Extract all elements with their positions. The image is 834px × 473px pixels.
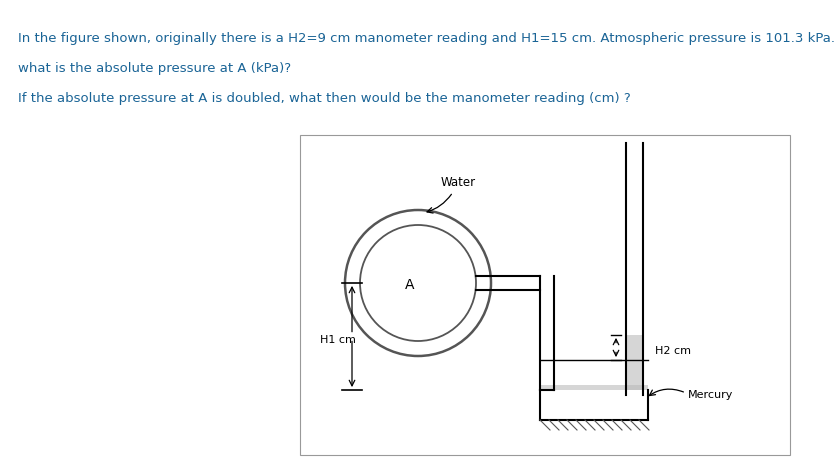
Text: Water: Water <box>440 175 475 189</box>
Text: If the absolute pressure at A is doubled, what then would be the manometer readi: If the absolute pressure at A is doubled… <box>18 92 631 105</box>
Text: H1 cm: H1 cm <box>320 334 356 344</box>
Bar <box>626 335 643 390</box>
Text: H2 cm: H2 cm <box>655 345 691 356</box>
Bar <box>300 135 790 455</box>
Text: In the figure shown, originally there is a H2=9 cm manometer reading and H1=15 c: In the figure shown, originally there is… <box>18 32 834 45</box>
Text: what is the absolute pressure at A (kPa)?: what is the absolute pressure at A (kPa)… <box>18 62 291 75</box>
Bar <box>540 385 648 390</box>
Text: Mercury: Mercury <box>688 390 733 400</box>
Text: A: A <box>405 278 414 292</box>
